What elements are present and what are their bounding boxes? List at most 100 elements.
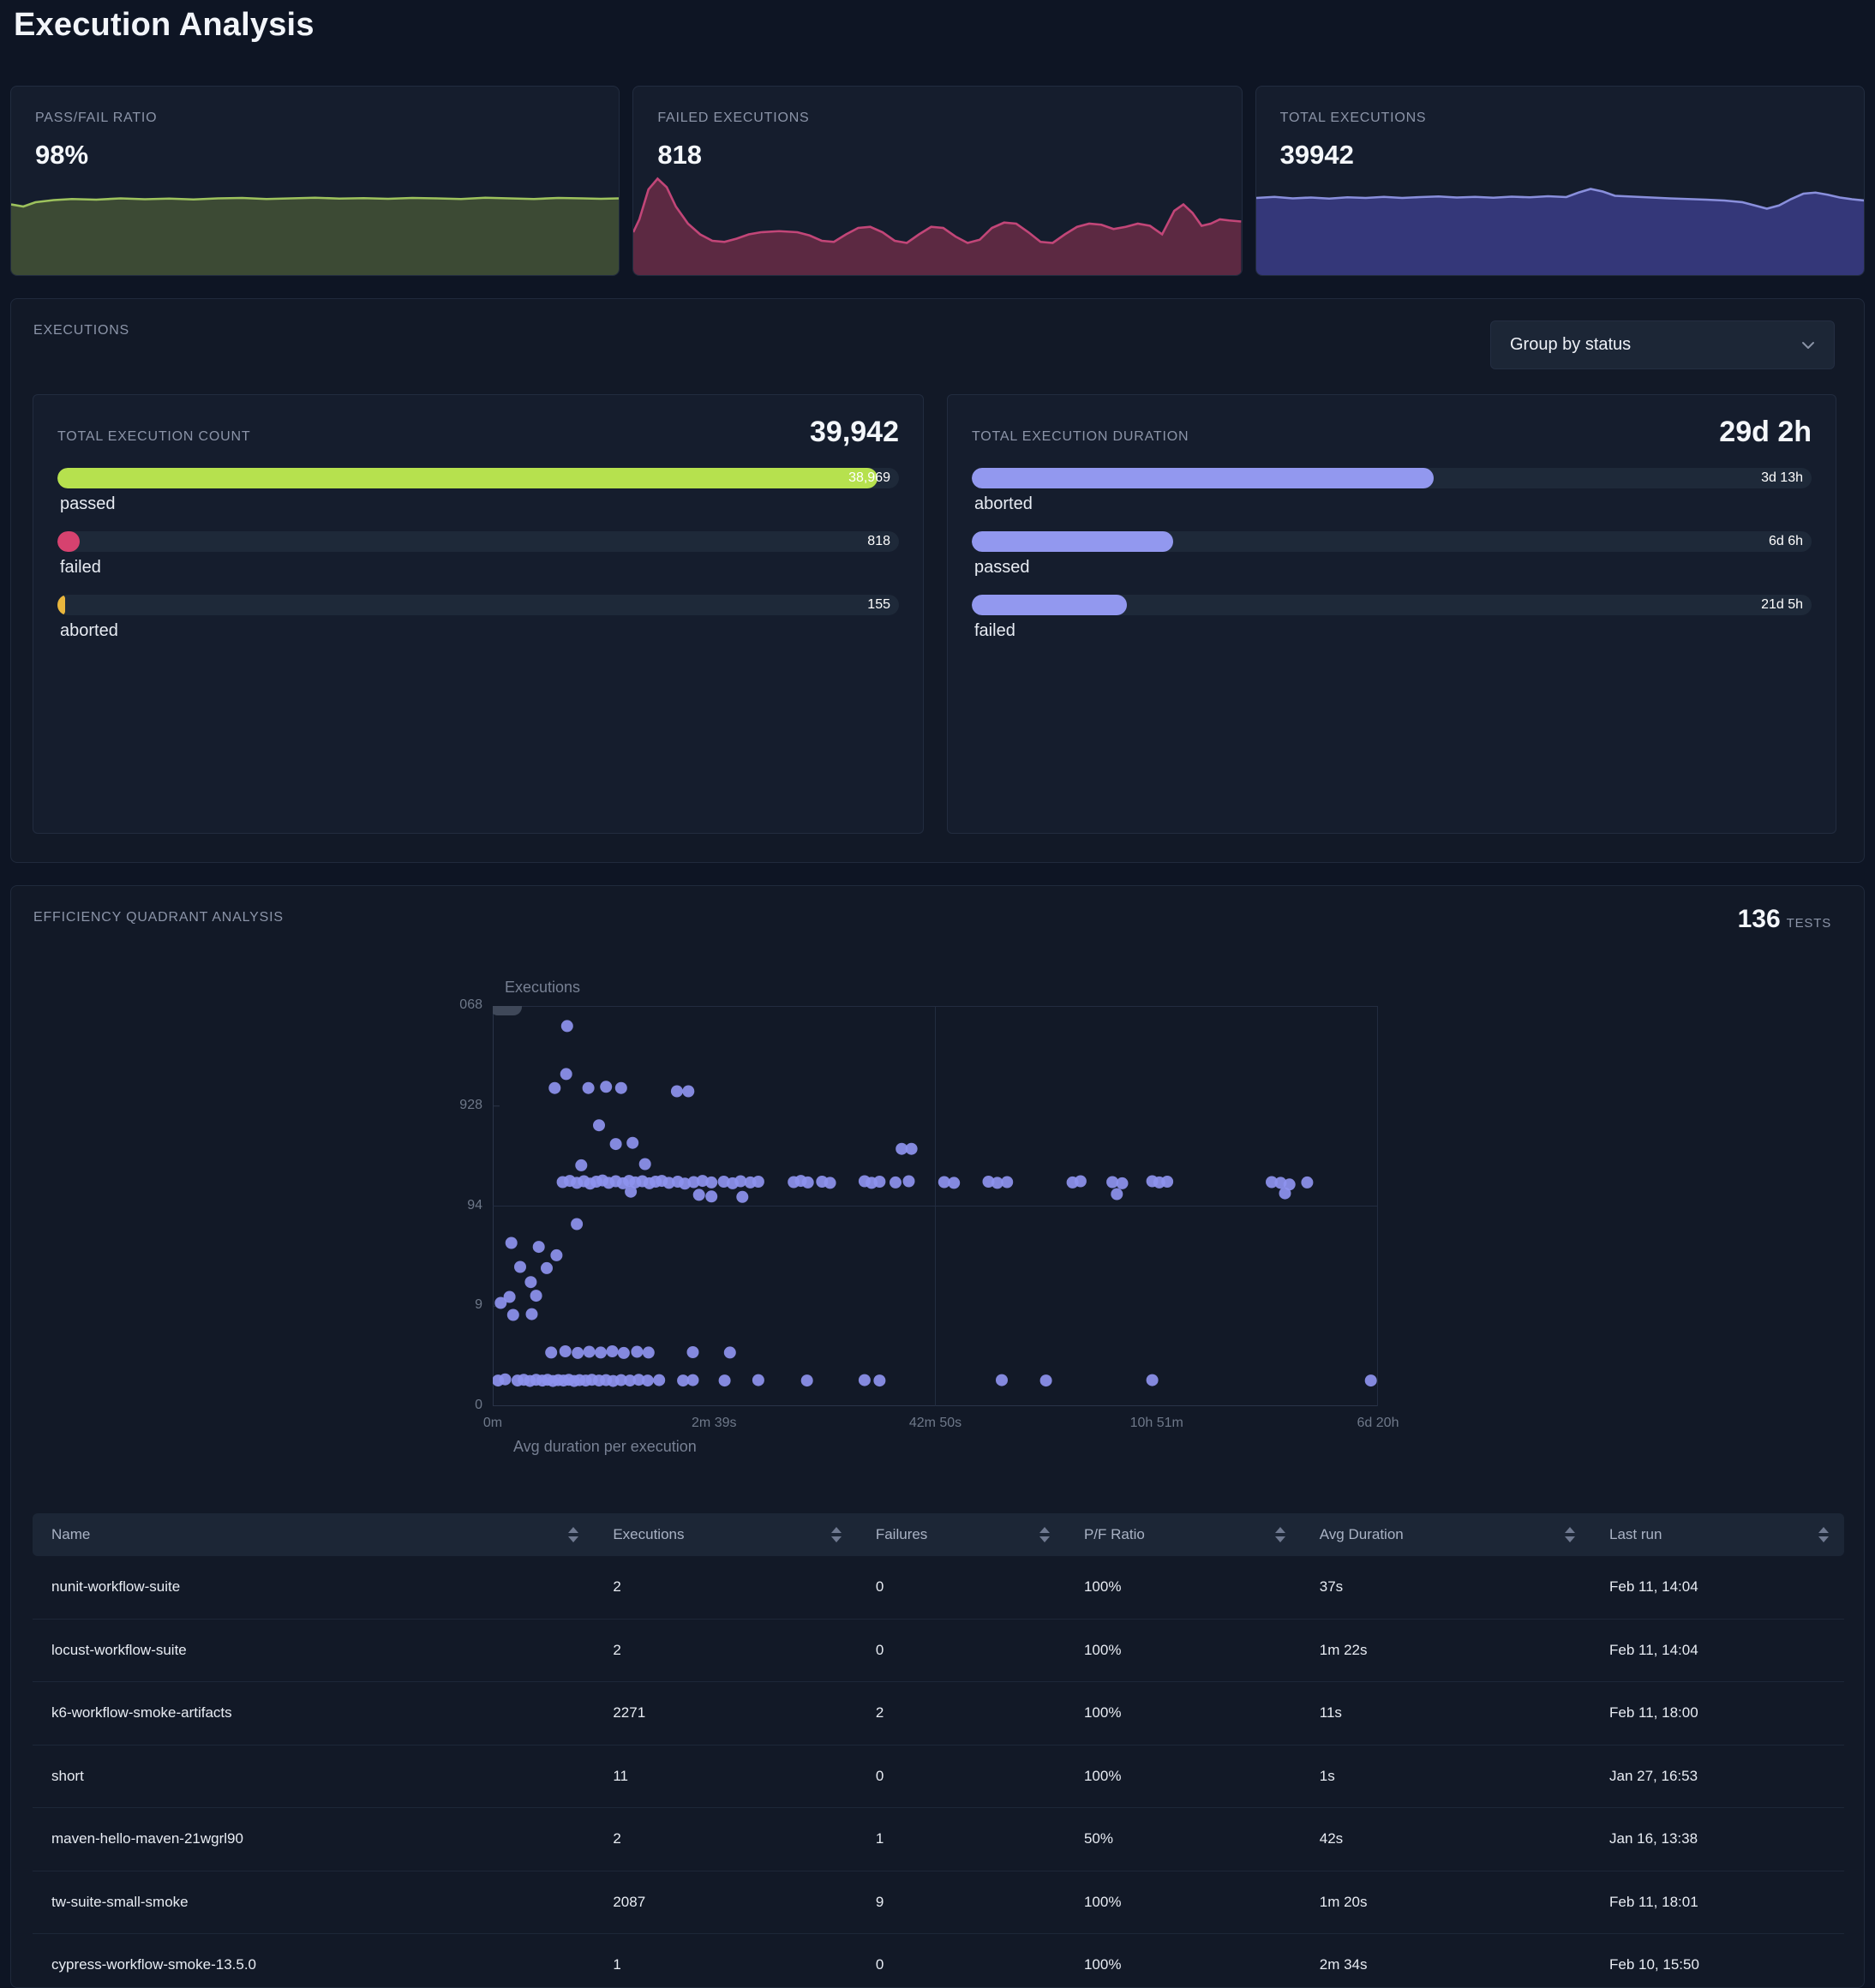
scatter-point[interactable] <box>948 1177 961 1189</box>
scatter-point[interactable] <box>642 1346 655 1359</box>
scatter-point[interactable] <box>982 1176 995 1188</box>
scatter-point[interactable] <box>1279 1187 1291 1200</box>
scatter-point[interactable] <box>1266 1176 1278 1189</box>
table-row[interactable]: nunit-workflow-suite 2 0 100% 37s Feb 11, 14:… <box>33 1556 1844 1620</box>
scatter-point[interactable] <box>670 1085 683 1098</box>
scatter-point[interactable] <box>632 1374 645 1386</box>
scatter-point[interactable] <box>506 1308 519 1321</box>
scatter-point[interactable] <box>800 1374 813 1387</box>
scatter-point[interactable] <box>1111 1188 1123 1201</box>
scatter-point[interactable] <box>996 1374 1008 1386</box>
scatter-point[interactable] <box>560 1068 572 1081</box>
scatter-point[interactable] <box>593 1119 605 1132</box>
scatter-point[interactable] <box>905 1142 918 1155</box>
scatter-point[interactable] <box>583 1345 596 1358</box>
scatter-point[interactable] <box>499 1373 512 1386</box>
column-header-failures[interactable]: Failures <box>857 1513 1065 1556</box>
scatter-point[interactable] <box>525 1308 538 1320</box>
scatter-point[interactable] <box>541 1261 553 1274</box>
scatter-point[interactable] <box>494 1296 507 1309</box>
sort-icon[interactable] <box>830 1527 842 1542</box>
scatter-point[interactable] <box>514 1260 526 1273</box>
scatter-point[interactable] <box>600 1081 613 1093</box>
scatter-point[interactable] <box>550 1248 563 1261</box>
scatter-point[interactable] <box>503 1290 516 1303</box>
scatter-point[interactable] <box>595 1346 607 1359</box>
scatter-point[interactable] <box>1116 1177 1129 1189</box>
scatter-point[interactable] <box>560 1020 573 1033</box>
scatter-point[interactable] <box>626 1136 639 1149</box>
table-row[interactable]: short 11 0 100% 1s Jan 27, 16:53 <box>33 1745 1844 1808</box>
scatter-point[interactable] <box>548 1081 561 1094</box>
column-header-last-run[interactable]: Last run <box>1590 1513 1844 1556</box>
scatter-point[interactable] <box>1074 1175 1087 1188</box>
scatter-point[interactable] <box>614 1374 627 1386</box>
scatter-point[interactable] <box>641 1374 654 1387</box>
column-header-avg-duration[interactable]: Avg Duration <box>1301 1513 1590 1556</box>
scatter-point[interactable] <box>682 1085 695 1098</box>
scatter-point[interactable] <box>705 1176 718 1189</box>
scatter-point[interactable] <box>858 1374 871 1386</box>
scatter-point[interactable] <box>1001 1176 1014 1189</box>
scatter-point[interactable] <box>638 1158 651 1171</box>
sort-icon[interactable] <box>1039 1527 1050 1542</box>
scatter-point[interactable] <box>614 1081 627 1094</box>
scatter-point[interactable] <box>606 1345 619 1357</box>
scatter-point[interactable] <box>718 1374 731 1387</box>
scatter-point[interactable] <box>530 1290 542 1302</box>
scatter-point[interactable] <box>752 1176 764 1188</box>
sort-icon[interactable] <box>1818 1527 1829 1542</box>
scatter-point[interactable] <box>1364 1374 1377 1387</box>
scatter-point[interactable] <box>890 1176 902 1189</box>
scatter-point[interactable] <box>686 1374 699 1386</box>
sort-icon[interactable] <box>1565 1527 1575 1542</box>
scatter-point[interactable] <box>1039 1374 1052 1387</box>
scatter-point[interactable] <box>1161 1176 1174 1188</box>
scatter-point[interactable] <box>896 1142 908 1155</box>
table-row[interactable]: k6-workflow-smoke-artifacts 2271 2 100% 11s F… <box>33 1682 1844 1745</box>
scatter-point[interactable] <box>505 1237 518 1249</box>
table-row[interactable]: maven-hello-maven-21wgrl90 2 1 50% 42s Jan 16… <box>33 1808 1844 1871</box>
scatter-point[interactable] <box>625 1185 638 1198</box>
scatter-point[interactable] <box>1301 1176 1314 1189</box>
scatter-point[interactable] <box>801 1176 814 1189</box>
sort-icon[interactable] <box>1274 1527 1285 1542</box>
efficiency-scatter-plot[interactable] <box>489 998 1378 1406</box>
scatter-point[interactable] <box>582 1081 595 1094</box>
scatter-point[interactable] <box>631 1345 644 1358</box>
scatter-point[interactable] <box>873 1176 886 1188</box>
scatter-point[interactable] <box>686 1346 699 1358</box>
scatter-point[interactable] <box>624 1374 637 1387</box>
scatter-point[interactable] <box>679 1177 692 1190</box>
scatter-point[interactable] <box>545 1346 558 1359</box>
scatter-point[interactable] <box>705 1190 718 1203</box>
sort-icon[interactable] <box>568 1527 579 1542</box>
scatter-point[interactable] <box>559 1345 572 1357</box>
scatter-point[interactable] <box>692 1189 705 1201</box>
scatter-point[interactable] <box>617 1346 630 1359</box>
scatter-point[interactable] <box>723 1346 736 1359</box>
scatter-point[interactable] <box>687 1176 700 1189</box>
scatter-point[interactable] <box>734 1175 747 1188</box>
scatter-point[interactable] <box>824 1177 836 1189</box>
scatter-point[interactable] <box>677 1374 690 1387</box>
table-row[interactable]: locust-workflow-suite 2 0 100% 1m 22s Feb 11,… <box>33 1620 1844 1682</box>
scatter-point[interactable] <box>571 1218 584 1231</box>
scatter-point[interactable] <box>938 1176 950 1189</box>
scatter-point[interactable] <box>662 1177 675 1189</box>
table-row[interactable]: cypress-workflow-smoke-13.5.0 1 0 100% 2m 34… <box>33 1934 1844 1988</box>
group-by-dropdown[interactable]: Group by status <box>1490 320 1835 369</box>
column-header-executions[interactable]: Executions <box>594 1513 857 1556</box>
scatter-point[interactable] <box>575 1159 588 1171</box>
scatter-point[interactable] <box>752 1374 764 1386</box>
scatter-point[interactable] <box>696 1175 709 1188</box>
scatter-point[interactable] <box>873 1374 886 1387</box>
scatter-point[interactable] <box>1283 1178 1296 1191</box>
scatter-point[interactable] <box>609 1138 622 1151</box>
scatter-point[interactable] <box>736 1190 749 1203</box>
column-header-p-f-ratio[interactable]: P/F Ratio <box>1065 1513 1301 1556</box>
column-header-name[interactable]: Name <box>33 1513 594 1556</box>
scatter-point[interactable] <box>532 1241 545 1254</box>
scatter-point[interactable] <box>902 1175 915 1188</box>
scatter-point[interactable] <box>1106 1176 1119 1189</box>
